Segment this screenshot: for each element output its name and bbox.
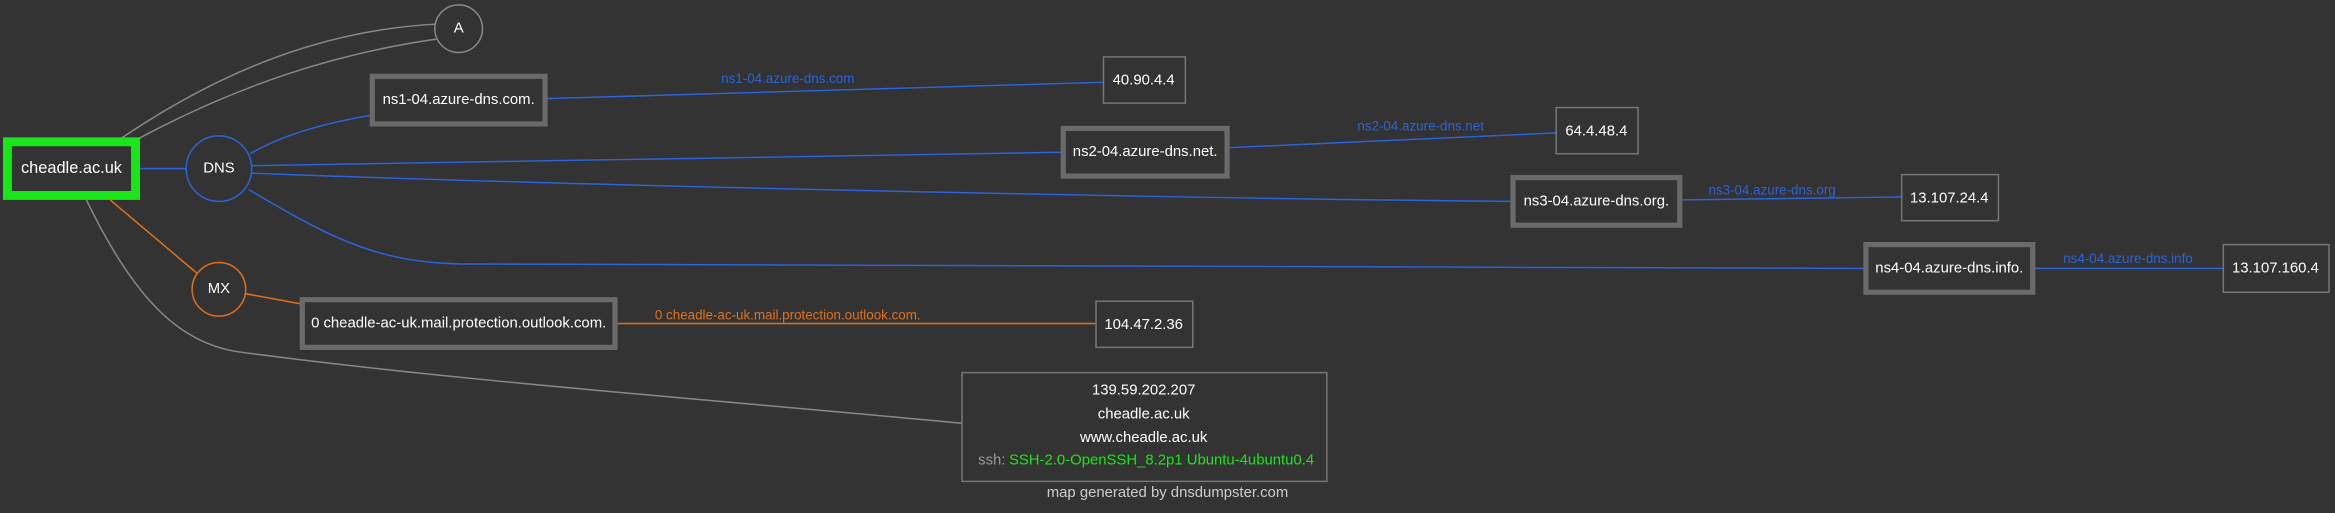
node-label: DNS — [203, 161, 234, 177]
record-node — [434, 4, 484, 54]
edge-label: ns1-04.azure-dns.com — [721, 71, 854, 86]
edge-label: 0 cheadle-ac-uk.mail.protection.outlook.… — [655, 308, 921, 323]
ip-node — [2222, 243, 2330, 293]
footer: map generated by dnsdumpster.com — [1047, 485, 1288, 501]
node-label: 13.107.160.4 — [2232, 260, 2319, 276]
edge — [85, 199, 963, 425]
edge-label: ns4-04.azure-dns.info — [2063, 251, 2193, 266]
edge-label: ns2-04.azure-dns.net — [1357, 118, 1484, 133]
host-node — [1510, 174, 1683, 228]
host-node — [1863, 241, 2036, 295]
edge — [249, 114, 373, 155]
edges — [85, 23, 2224, 425]
edge — [248, 188, 1866, 270]
node-label: 40.90.4.4 — [1113, 73, 1175, 89]
banner-key: ssh: — [978, 452, 1005, 468]
host-node — [299, 297, 618, 350]
node-label: 104.47.2.36 — [1104, 317, 1183, 333]
node-label: MX — [208, 281, 230, 297]
record-node — [191, 261, 247, 317]
node-label: 0 cheadle-ac-uk.mail.protection.outlook.… — [311, 315, 606, 331]
edge — [118, 38, 437, 150]
nodes: cheadle.ac.uk A DNS MX ns1-04.azure-dns.… — [2, 4, 2330, 483]
ip-node — [1095, 300, 1194, 349]
node-label: ns3-04.azure-dns.org. — [1524, 193, 1670, 209]
edge — [1679, 196, 1902, 201]
host-info-node — [961, 371, 1328, 483]
record-node — [185, 135, 253, 203]
edge — [545, 81, 1104, 100]
host-ip: 139.59.202.207 — [1092, 382, 1195, 398]
root-node — [2, 137, 140, 200]
node-label: ns1-04.azure-dns.com. — [383, 92, 535, 108]
node-label: A — [454, 21, 464, 37]
ip-node — [1900, 173, 2000, 222]
edge-labels: ns1-04.azure-dns.com ns2-04.azure-dns.ne… — [655, 71, 2193, 323]
ip-node — [1555, 106, 1639, 155]
edge — [111, 23, 435, 146]
edge — [109, 199, 198, 274]
host-name: www.cheadle.ac.uk — [1079, 430, 1208, 446]
host-node — [369, 73, 548, 127]
node-label: 64.4.48.4 — [1565, 123, 1627, 139]
edge-label: ns3-04.azure-dns.org — [1708, 183, 1835, 198]
node-label: ns4-04.azure-dns.info. — [1875, 260, 2023, 276]
ip-node — [1102, 56, 1187, 104]
host-node — [1060, 125, 1230, 179]
host-name: cheadle.ac.uk — [1098, 406, 1190, 422]
edge — [251, 172, 1513, 203]
banner: SSH-2.0-OpenSSH_8.2p1 Ubuntu-4ubuntu0.4 — [1009, 452, 1314, 468]
node-label: 13.107.24.4 — [1910, 190, 1989, 206]
edge — [251, 151, 1064, 167]
node-label: ns2-04.azure-dns.net. — [1073, 144, 1218, 160]
edge — [1227, 132, 1557, 149]
node-label: cheadle.ac.uk — [21, 159, 123, 177]
edge — [245, 292, 303, 305]
